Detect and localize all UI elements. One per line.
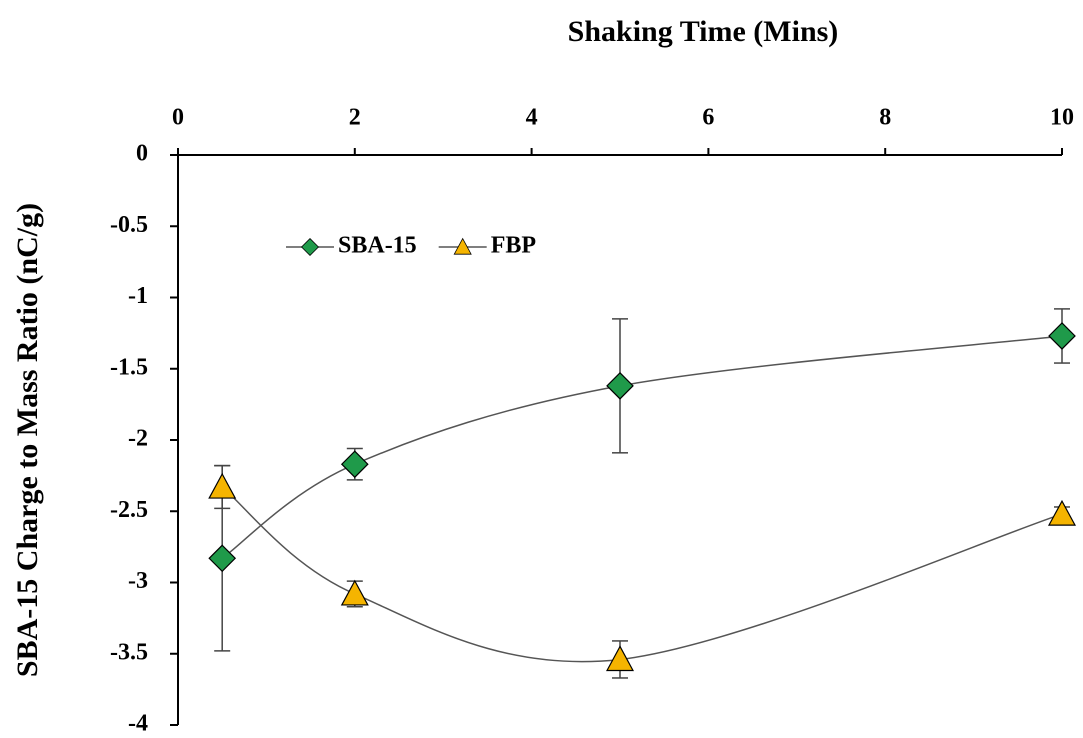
marker [1047,499,1077,526]
legend-label: FBP [491,233,536,259]
marker [340,579,369,606]
x-tick-label: 2 [349,105,361,131]
x-tick-label: 0 [172,105,184,131]
marker [340,450,369,479]
y-tick-label: -3 [128,568,148,594]
x-tick-label: 6 [702,105,714,131]
series-line [221,486,1063,663]
legend-marker [453,237,472,255]
y-tick-label: -1 [128,283,148,309]
x-tick-label: 8 [879,105,891,131]
marker [208,472,237,499]
legend-label: SBA-15 [338,233,417,259]
legend-marker [300,237,320,257]
marker [605,645,635,672]
x-tick-label: 10 [1050,105,1074,131]
marker [606,372,634,400]
y-tick-label: -3.5 [110,639,148,665]
x-axis-title: Shaking Time (Mins) [568,15,839,48]
y-tick-label: -2.5 [110,497,148,523]
y-tick-label: -2 [128,426,148,452]
y-tick-label: -4 [128,711,148,737]
series-line [221,335,1063,559]
y-tick-label: -0.5 [110,212,148,238]
y-tick-label: 0 [136,141,148,167]
y-axis-title: SBA-15 Charge to Mass Ratio (nC/g) [11,203,44,677]
x-tick-label: 4 [526,105,538,131]
marker [208,544,237,573]
y-tick-label: -1.5 [110,354,148,380]
marker [1048,322,1076,350]
